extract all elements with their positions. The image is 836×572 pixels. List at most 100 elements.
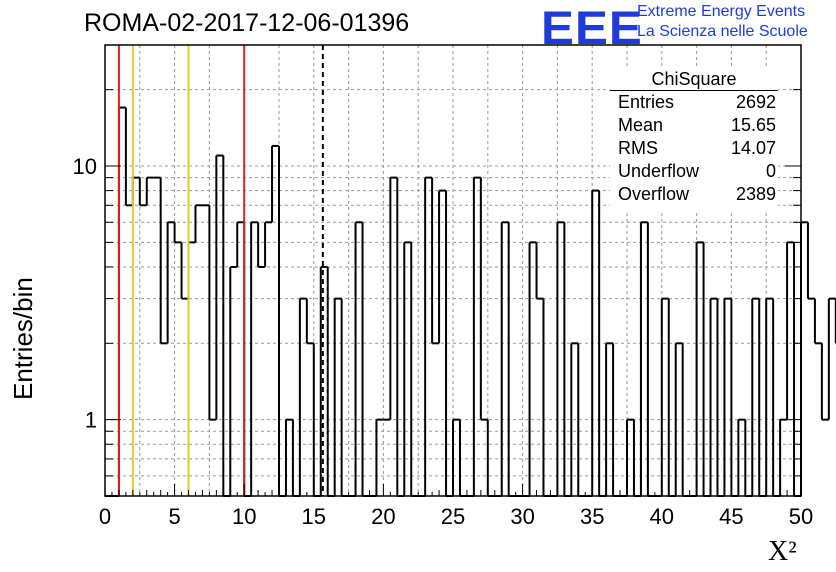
stats-key: Entries: [618, 92, 675, 112]
histogram-bin: [139, 177, 148, 207]
histogram-bin: [814, 342, 823, 420]
stats-row-rms: RMS 14.07: [618, 138, 776, 161]
stats-title-underline: [610, 90, 778, 91]
stats-row-underflow: Underflow 0: [618, 161, 776, 184]
histogram-bin: [292, 298, 301, 497]
stats-title: ChiSquare: [651, 69, 737, 89]
histogram-bin: [327, 298, 336, 497]
histogram-bin: [821, 298, 830, 421]
histogram-bin: [181, 242, 190, 300]
stats-box: ChiSquare Entries 2692 Mean 15.65 RMS 14…: [610, 66, 778, 212]
histogram-bin: [522, 242, 531, 497]
stats-value: 14.07: [730, 138, 776, 158]
histogram-bin: [390, 176, 399, 496]
histogram-bin: [801, 221, 809, 299]
histogram-bin: [710, 297, 719, 496]
stats-value: 15.65: [730, 115, 776, 135]
histogram-bin: [592, 189, 601, 496]
histogram-bin: [473, 176, 482, 420]
histogram-bin: [258, 222, 267, 268]
x-tick-label: 35: [580, 504, 604, 529]
y-tick-label: 1: [85, 408, 97, 433]
stats-row-mean: Mean 15.65: [618, 115, 776, 138]
histogram-bin: [745, 298, 754, 497]
stats-value: 0: [765, 161, 776, 181]
histogram-bin: [306, 342, 315, 496]
histogram-bin: [759, 298, 768, 497]
histogram-bin: [780, 242, 789, 421]
histogram-bin: [237, 221, 246, 496]
histogram-bin: [717, 298, 726, 497]
histogram-bin: [285, 418, 294, 496]
x-axis-label: X²: [768, 536, 797, 567]
stats-row-entries: Entries 2692: [618, 92, 776, 115]
histogram-bin: [244, 222, 253, 497]
histogram-bin: [299, 297, 308, 344]
histogram-bin: [348, 222, 357, 497]
histogram-bin: [787, 241, 796, 496]
reference-lines: [117, 45, 324, 496]
stats-value: 2389: [735, 184, 776, 204]
histogram-bin: [320, 265, 329, 496]
histogram-bin: [738, 418, 747, 496]
histogram-bin: [251, 221, 260, 267]
x-tick-label: 5: [168, 504, 180, 529]
histogram-bin: [640, 221, 649, 496]
histogram-bin: [654, 298, 663, 497]
histogram-bin: [557, 221, 566, 496]
histogram-bin: [571, 342, 580, 496]
histogram-bin: [167, 221, 176, 243]
y-tick-label: 10: [73, 154, 97, 179]
y-axis-label: Entries/bin: [8, 277, 38, 400]
histogram-bin: [480, 418, 489, 496]
histogram-bin: [766, 297, 775, 496]
histogram-bin: [432, 190, 441, 345]
histogram-bin: [689, 242, 698, 497]
eee-logo: EEE: [541, 1, 643, 54]
x-tick-label: 25: [441, 504, 465, 529]
x-tick-label: 50: [789, 504, 813, 529]
histogram-bin: [828, 297, 836, 344]
histogram-bin: [606, 342, 615, 496]
histogram-bin: [209, 155, 218, 421]
histogram-bin: [752, 297, 761, 496]
logo-caption-line2: La Scienza nelle Scuole: [637, 23, 808, 40]
histogram-bin: [696, 241, 705, 496]
histogram-bin: [188, 205, 197, 244]
axis-layer: 0 5 10 15 20 25 30 35 40 45 50 1 10: [73, 44, 813, 529]
x-tick-label: 45: [719, 504, 743, 529]
histogram-bin: [439, 189, 448, 496]
histogram-bin: [807, 297, 816, 344]
stats-key: Mean: [618, 115, 664, 135]
stats-key: Underflow: [618, 161, 700, 181]
histogram-bin: [550, 222, 559, 497]
histogram-bin: [529, 241, 538, 299]
histogram-bin: [425, 176, 434, 344]
stats-row-overflow: Overflow 2389: [618, 184, 776, 207]
histogram-bin: [153, 176, 162, 344]
x-tick-label: 40: [650, 504, 674, 529]
histogram-bin: [313, 266, 322, 497]
x-tick-label: 20: [371, 504, 395, 529]
histogram-bin: [703, 298, 712, 497]
histogram-bin: [265, 145, 274, 224]
histogram-bin: [453, 418, 461, 496]
x-tick-label: 10: [232, 504, 256, 529]
histogram-bin: [675, 342, 684, 496]
histogram-bin: [418, 177, 427, 497]
histogram-bin: [230, 222, 239, 268]
histogram-bin: [661, 297, 670, 496]
histogram-bin: [466, 177, 475, 497]
histogram-bin: [334, 297, 343, 496]
histogram-bin: [397, 242, 406, 497]
histogram-bin: [202, 204, 211, 420]
histogram-bin: [118, 106, 127, 206]
histogram-bin: [724, 297, 733, 496]
x-tick-label: 0: [99, 504, 111, 529]
histogram-bin: [272, 144, 280, 496]
logo-caption-line1: Extreme Energy Events: [637, 3, 806, 20]
histogram-bin: [501, 221, 510, 496]
histogram-bin: [627, 418, 635, 496]
x-tick-label: 15: [302, 504, 326, 529]
histogram-bin: [633, 222, 642, 497]
